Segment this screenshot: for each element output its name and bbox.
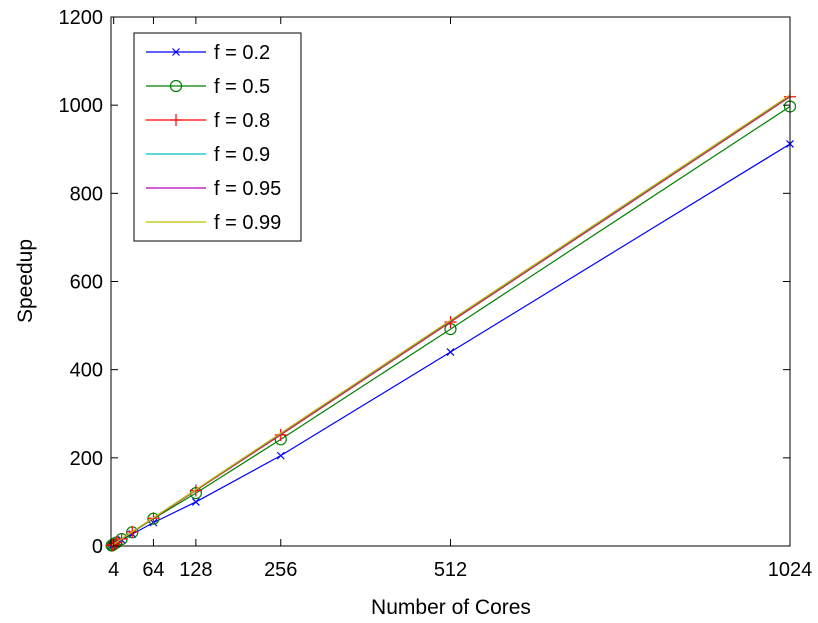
marker-stroke bbox=[191, 497, 200, 506]
y-tick-label: 800 bbox=[70, 183, 103, 205]
axes-layer: 4 64 128 256 512 1024 0 200 400 600 800 1000 1200 bbox=[59, 7, 813, 581]
marker-stroke bbox=[446, 348, 455, 356]
data-point-plus-marker bbox=[444, 316, 457, 329]
legend-label: f = 0.99 bbox=[214, 212, 281, 234]
x-tick-label: 4 bbox=[108, 559, 119, 581]
legend-label: f = 0.8 bbox=[214, 110, 270, 132]
x-tick-label: 128 bbox=[179, 559, 212, 581]
x-tick-label: 512 bbox=[434, 559, 467, 581]
legend-marker bbox=[169, 79, 183, 93]
legend-item: f = 0.95 bbox=[146, 178, 281, 200]
legend: f = 0.2 f = 0.5 f = 0.8 f = 0.9 f = 0.95 f = … bbox=[133, 32, 302, 242]
data-point-x-marker bbox=[191, 497, 200, 506]
legend-label: f = 0.95 bbox=[214, 178, 281, 200]
y-tick-label: 600 bbox=[70, 272, 103, 294]
legend-item: f = 0.9 bbox=[146, 144, 270, 166]
legend-item: f = 0.5 bbox=[146, 76, 270, 98]
y-tick-label: 400 bbox=[70, 360, 103, 382]
y-tick-label: 0 bbox=[92, 536, 103, 558]
legend-label: f = 0.5 bbox=[214, 76, 270, 98]
legend-label: f = 0.9 bbox=[214, 144, 270, 166]
legend-marker bbox=[172, 48, 180, 56]
legend-item: f = 0.2 bbox=[146, 42, 270, 64]
y-tick-label: 1200 bbox=[59, 7, 104, 29]
x-tick-label: 256 bbox=[264, 559, 297, 581]
y-tick-label: 1000 bbox=[59, 95, 104, 117]
x-axis-label: Number of Cores bbox=[371, 596, 531, 619]
y-tick-label: 200 bbox=[70, 448, 103, 470]
x-tick-label: 64 bbox=[142, 559, 164, 581]
data-point-plus-marker bbox=[274, 428, 287, 441]
marker-stroke bbox=[276, 451, 285, 460]
data-point-x-marker bbox=[276, 451, 285, 460]
y-axis-label: Speedup bbox=[14, 239, 37, 323]
legend-box bbox=[133, 32, 302, 242]
x-tick-label: 1024 bbox=[768, 559, 813, 581]
data-point-x-marker bbox=[446, 348, 455, 356]
legend-label: f = 0.2 bbox=[214, 42, 270, 64]
legend-item: f = 0.8 bbox=[146, 110, 270, 132]
legend-item: f = 0.99 bbox=[146, 212, 281, 234]
